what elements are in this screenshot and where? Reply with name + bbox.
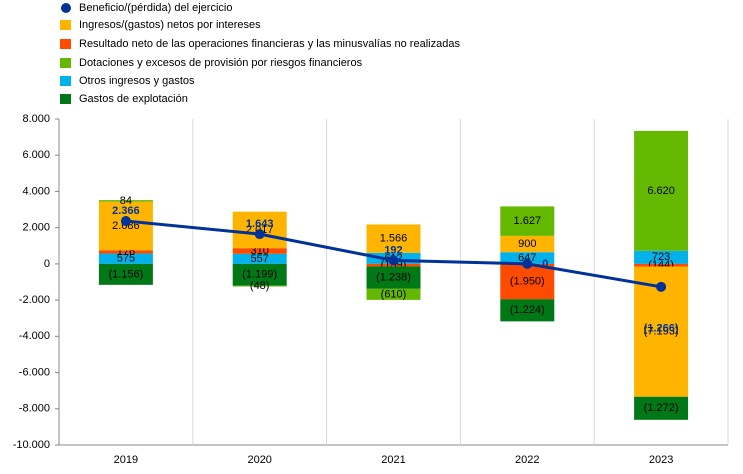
bar-segment [500, 235, 555, 253]
y-tick-label: 4.000 [22, 185, 50, 197]
line-label: (1.266) [644, 323, 679, 335]
data-label: 723 [652, 251, 670, 263]
line-label: 1.643 [246, 218, 274, 230]
bar-segment [98, 263, 153, 285]
bar-segment [500, 299, 555, 322]
line-marker [388, 255, 399, 266]
bar-segment [98, 253, 153, 264]
line-label: 2.366 [112, 205, 140, 217]
legend-marker [60, 76, 71, 86]
x-tick-label: 2023 [649, 454, 673, 466]
legend-label: Resultado neto de las operaciones financ… [79, 38, 460, 50]
data-label: (610) [381, 288, 407, 300]
bar-segment [500, 263, 555, 300]
bar-segment [366, 224, 421, 253]
data-label: (1.272) [644, 402, 679, 414]
bar-segment [98, 250, 153, 254]
bar-segment [98, 200, 153, 202]
x-tick-label: 2021 [381, 454, 405, 466]
y-tick-label: -6.000 [19, 366, 50, 378]
y-tick-label: 8.000 [22, 113, 50, 125]
line-marker [522, 258, 533, 269]
bar-segment [634, 250, 689, 264]
data-label: 557 [251, 253, 269, 265]
bar-segment [366, 288, 421, 300]
line-marker [656, 281, 667, 292]
x-tick-label: 2019 [114, 454, 138, 466]
data-label: 6.620 [647, 185, 675, 197]
bar-segment [232, 253, 287, 264]
bar-segment [500, 206, 555, 236]
data-label: (48) [250, 280, 270, 292]
y-tick-label: 2.000 [22, 222, 50, 234]
legend-label: Beneficio/(pérdida) del ejercicio [79, 2, 232, 14]
bar-segment [500, 252, 555, 264]
data-label: 900 [518, 238, 536, 250]
data-label: 1.627 [514, 215, 542, 227]
legend-label: Ingresos/(gastos) netos por intereses [79, 19, 261, 31]
legend-label: Otros ingresos y gastos [79, 75, 195, 87]
legend-marker [61, 3, 71, 13]
legend-marker [60, 20, 71, 30]
y-tick-label: -4.000 [19, 330, 50, 342]
x-tick-label: 2020 [247, 454, 271, 466]
data-label: 647 [518, 252, 536, 264]
y-tick-label: -2.000 [19, 294, 50, 306]
y-tick-label: 6.000 [22, 149, 50, 161]
y-tick-label: 0 [44, 258, 50, 270]
x-tick-label: 2022 [515, 454, 539, 466]
line-label: 0 [542, 258, 548, 270]
legend-marker [60, 94, 71, 104]
bar-segment [634, 263, 689, 267]
bar-segment [232, 248, 287, 254]
line-marker [254, 229, 265, 240]
legend-marker [60, 39, 71, 49]
data-label: (1.238) [376, 272, 411, 284]
data-label: (1.950) [510, 275, 545, 287]
line-marker [120, 216, 131, 227]
data-label: (1.156) [108, 268, 143, 280]
line-label: 192 [384, 244, 402, 256]
bar-segment [232, 263, 287, 286]
bar-segment [634, 396, 689, 420]
data-label: 1.566 [380, 233, 408, 245]
data-label: (1.224) [510, 304, 545, 316]
data-label: 575 [117, 253, 135, 265]
data-label: 84 [120, 195, 132, 207]
bar-segment [634, 130, 689, 251]
data-label: (1.199) [242, 269, 277, 281]
bar-segment [366, 266, 421, 289]
legend-label: Gastos de explotación [79, 93, 188, 105]
legend-marker [60, 58, 71, 68]
legend-label: Dotaciones y excesos de provisión por ri… [79, 57, 363, 69]
y-tick-label: -8.000 [19, 403, 50, 415]
data-label: (7.193) [644, 326, 679, 338]
y-tick-label: -10.000 [13, 439, 50, 451]
bar-segment [232, 285, 287, 287]
